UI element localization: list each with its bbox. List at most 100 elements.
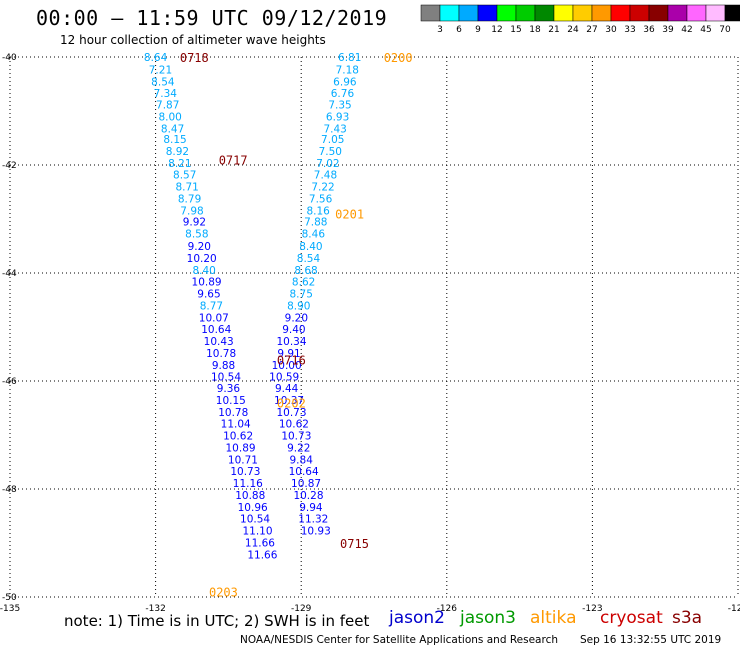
wave-height-label: 8.15 xyxy=(163,134,186,146)
color-scale-label: 27 xyxy=(586,25,597,35)
map-title: 00:00 – 11:59 UTC 09/12/2019 xyxy=(36,6,388,30)
wave-height-label: 6.81 xyxy=(338,52,361,64)
color-scale-swatch xyxy=(686,4,707,22)
wave-height-label: 10.00 xyxy=(272,360,302,372)
color-scale-swatch xyxy=(724,4,740,22)
wave-height-label: 9.65 xyxy=(197,289,220,301)
pass-time-label: 0717 xyxy=(219,154,248,168)
wave-height-label: 9.40 xyxy=(282,324,305,336)
wave-height-label: 9.91 xyxy=(277,348,300,360)
color-scale-swatch xyxy=(439,4,460,22)
pass-time-label: 0716 xyxy=(277,353,306,367)
wave-height-label: 8.92 xyxy=(166,146,189,158)
mission-s3a: s3a xyxy=(672,608,703,628)
color-scale-label: 15 xyxy=(510,25,521,35)
latitude-tick-label: -50 xyxy=(2,593,17,603)
pass-time-label: 0201 xyxy=(335,208,364,222)
wave-height-label: 9.36 xyxy=(217,383,241,395)
wave-height-label: 8.68 xyxy=(294,265,317,277)
wave-height-label: 11.04 xyxy=(221,419,251,431)
mission-jason2: jason2 xyxy=(389,608,445,628)
color-scale-swatch xyxy=(610,4,631,22)
latitude-tick-label: -46 xyxy=(2,377,17,387)
wave-height-label: 8.16 xyxy=(306,205,330,217)
color-scale-swatch xyxy=(477,4,498,22)
color-scale-swatch xyxy=(591,4,612,22)
wave-height-label: 10.96 xyxy=(238,502,268,514)
latitude-tick-label: -40 xyxy=(2,53,17,63)
wave-height-label: 10.78 xyxy=(218,407,248,419)
color-scale-label: 36 xyxy=(643,25,655,35)
wave-height-label: 10.73 xyxy=(281,431,311,443)
wave-height-label: 8.64 xyxy=(144,52,168,64)
wave-height-label: 7.34 xyxy=(154,88,178,100)
longitude-tick-label: -120 xyxy=(728,604,740,614)
wave-height-label: 8.21 xyxy=(168,158,191,170)
wave-height-label: 9.20 xyxy=(285,312,308,324)
pass-time-label: 0202 xyxy=(277,397,306,411)
wave-height-label: 8.40 xyxy=(299,241,322,253)
wave-height-label: 7.05 xyxy=(321,134,344,146)
generation-timestamp: Sep 16 13:32:55 UTC 2019 xyxy=(580,634,722,646)
wave-height-label: 11.10 xyxy=(242,526,272,538)
color-scale-label: 33 xyxy=(624,25,635,35)
wave-height-label: 8.79 xyxy=(178,193,201,205)
wave-height-label: 10.71 xyxy=(228,454,258,466)
wave-height-label: 7.21 xyxy=(149,64,172,76)
wave-height-label: 8.00 xyxy=(158,111,181,123)
wave-height-label: 7.88 xyxy=(304,217,327,229)
color-scale-label: 42 xyxy=(681,25,692,35)
units-note: note: 1) Time is in UTC; 2) SWH is in fe… xyxy=(64,612,370,630)
latitude-tick-label: -48 xyxy=(2,485,17,495)
color-scale-label: 24 xyxy=(567,25,579,35)
wave-height-label: 10.78 xyxy=(206,348,236,360)
wave-height-label: 10.73 xyxy=(230,466,260,478)
longitude-tick-label: -126 xyxy=(437,604,458,614)
wave-height-label: 9.88 xyxy=(212,360,235,372)
credit-text: NOAA/NESDIS Center for Satellite Applica… xyxy=(240,634,558,646)
wave-height-label: 7.22 xyxy=(311,182,334,194)
wave-height-label: 10.07 xyxy=(199,312,229,324)
pass-time-label: 0203 xyxy=(209,586,238,600)
map-subtitle: 12 hour collection of altimeter wave hei… xyxy=(60,33,326,47)
wave-height-label: 10.73 xyxy=(276,407,306,419)
wave-height-label: 7.02 xyxy=(316,158,339,170)
wave-height-label: 10.28 xyxy=(293,490,323,502)
latitude-tick-label: -44 xyxy=(2,269,17,279)
color-scale-label: 39 xyxy=(662,25,674,35)
wave-height-label: 7.87 xyxy=(156,100,179,112)
longitude-tick-label: -123 xyxy=(582,604,602,614)
wave-height-label: 6.93 xyxy=(326,111,349,123)
wave-height-label: 10.54 xyxy=(240,514,270,526)
wave-height-label: 8.58 xyxy=(185,229,208,241)
wave-height-label: 9.94 xyxy=(299,502,323,514)
pass-time-label: 0200 xyxy=(384,51,413,65)
wave-height-label: 10.34 xyxy=(276,336,306,348)
color-scale-swatch xyxy=(420,4,441,22)
color-scale-swatch xyxy=(553,4,574,22)
wave-height-label: 11.32 xyxy=(298,514,328,526)
wave-height-label: 10.62 xyxy=(223,431,253,443)
wave-height-label: 8.57 xyxy=(173,170,196,182)
wave-height-label: 7.18 xyxy=(336,64,359,76)
mission-jason3: jason3 xyxy=(460,608,516,628)
color-scale-label: 45 xyxy=(700,25,711,35)
wave-height-label: 10.64 xyxy=(201,324,231,336)
color-scale-swatch xyxy=(572,4,593,22)
color-scale-swatch xyxy=(667,4,688,22)
wave-height-label: 11.66 xyxy=(245,537,275,549)
wave-height-label: 10.87 xyxy=(291,478,321,490)
wave-height-label: 9.84 xyxy=(290,454,314,466)
wave-height-label: 10.20 xyxy=(187,253,217,265)
wave-height-label: 7.50 xyxy=(319,146,342,158)
wave-height-label: 10.54 xyxy=(211,372,241,384)
longitude-tick-label: -135 xyxy=(0,604,20,614)
color-scale-label: 21 xyxy=(548,25,559,35)
wave-height-label: 8.54 xyxy=(297,253,321,265)
color-scale-label: 9 xyxy=(475,25,481,35)
wave-height-label: 9.92 xyxy=(183,217,206,229)
pass-time-label: 0718 xyxy=(180,51,209,65)
wave-height-label: 10.64 xyxy=(289,466,319,478)
longitude-tick-label: -132 xyxy=(145,604,165,614)
